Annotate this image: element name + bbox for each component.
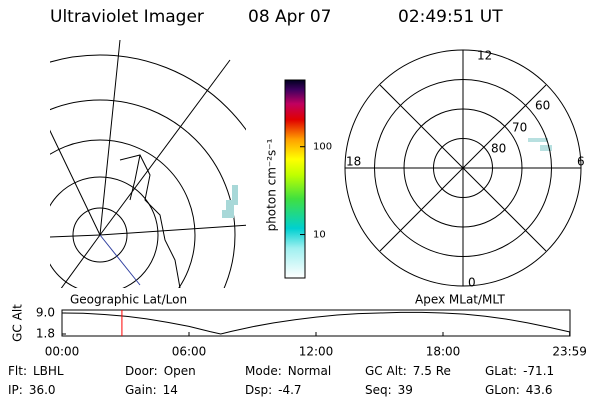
x-tick-label: 18:00: [426, 345, 461, 359]
info-value: Open: [164, 364, 196, 378]
info-value: -71.1: [523, 364, 554, 378]
info-field: Gain: 14: [125, 383, 178, 397]
info-label: Mode:: [245, 364, 282, 378]
info-field: IP: 36.0: [8, 383, 56, 397]
info-value: LBHL: [33, 364, 64, 378]
colorbar-label: photon cm⁻²s⁻¹: [265, 138, 279, 231]
info-field: Door: Open: [125, 364, 196, 378]
info-value: Normal: [288, 364, 331, 378]
lat-label: 60: [535, 99, 550, 113]
info-label: Gain:: [125, 383, 157, 397]
info-value: 39: [398, 383, 413, 397]
y-label: GC Alt: [11, 304, 25, 342]
info-value: 14: [163, 383, 178, 397]
y-tick-label: 1.8: [36, 327, 55, 341]
info-field: Mode: Normal: [245, 364, 331, 378]
x-tick-label: 23:59: [552, 345, 587, 359]
polar-grid: [344, 49, 582, 287]
info-field: GC Alt: 7.5 Re: [365, 364, 451, 378]
geo-label: Geographic Lat/Lon: [70, 293, 187, 307]
colorbar-tick-label: 100: [313, 142, 332, 153]
mlt-label: 18: [346, 155, 361, 169]
x-tick-label: 12:00: [299, 345, 334, 359]
info-label: IP:: [8, 383, 23, 397]
info-label: GLat:: [485, 364, 517, 378]
info-field: Seq: 39: [365, 383, 413, 397]
altitude-line: [61, 311, 571, 335]
info-value: -4.7: [278, 383, 301, 397]
info-value: 43.6: [526, 383, 553, 397]
info-label: GC Alt:: [365, 364, 407, 378]
date: 08 Apr 07: [248, 7, 331, 27]
info-field: Flt: LBHL: [8, 364, 64, 378]
info-field: GLon: 43.6: [485, 383, 552, 397]
apex-label: Apex MLat/MLT: [415, 293, 505, 307]
time: 02:49:51 UT: [398, 7, 503, 27]
info-label: GLon:: [485, 383, 520, 397]
colorbar: [284, 79, 306, 279]
mlt-label: 6: [577, 155, 585, 169]
y-tick-label: 9.0: [36, 306, 55, 320]
mlt-label: 12: [477, 49, 492, 63]
info-field: GLat: -71.1: [485, 364, 554, 378]
info-field: Dsp: -4.7: [245, 383, 302, 397]
title: Ultraviolet Imager: [50, 7, 204, 27]
info-value: 7.5 Re: [413, 364, 451, 378]
geo-grid: [50, 39, 246, 288]
info-value: 36.0: [29, 383, 56, 397]
x-tick-label: 06:00: [172, 345, 207, 359]
lat-label: 70: [512, 121, 527, 135]
info-label: Flt:: [8, 364, 27, 378]
x-tick-label: 00:00: [45, 345, 80, 359]
colorbar-tick-label: 10: [313, 230, 326, 241]
info-label: Door:: [125, 364, 158, 378]
mlt-label: 0: [468, 276, 476, 290]
info-label: Seq:: [365, 383, 392, 397]
lat-label: 80: [491, 142, 506, 156]
info-label: Dsp:: [245, 383, 272, 397]
